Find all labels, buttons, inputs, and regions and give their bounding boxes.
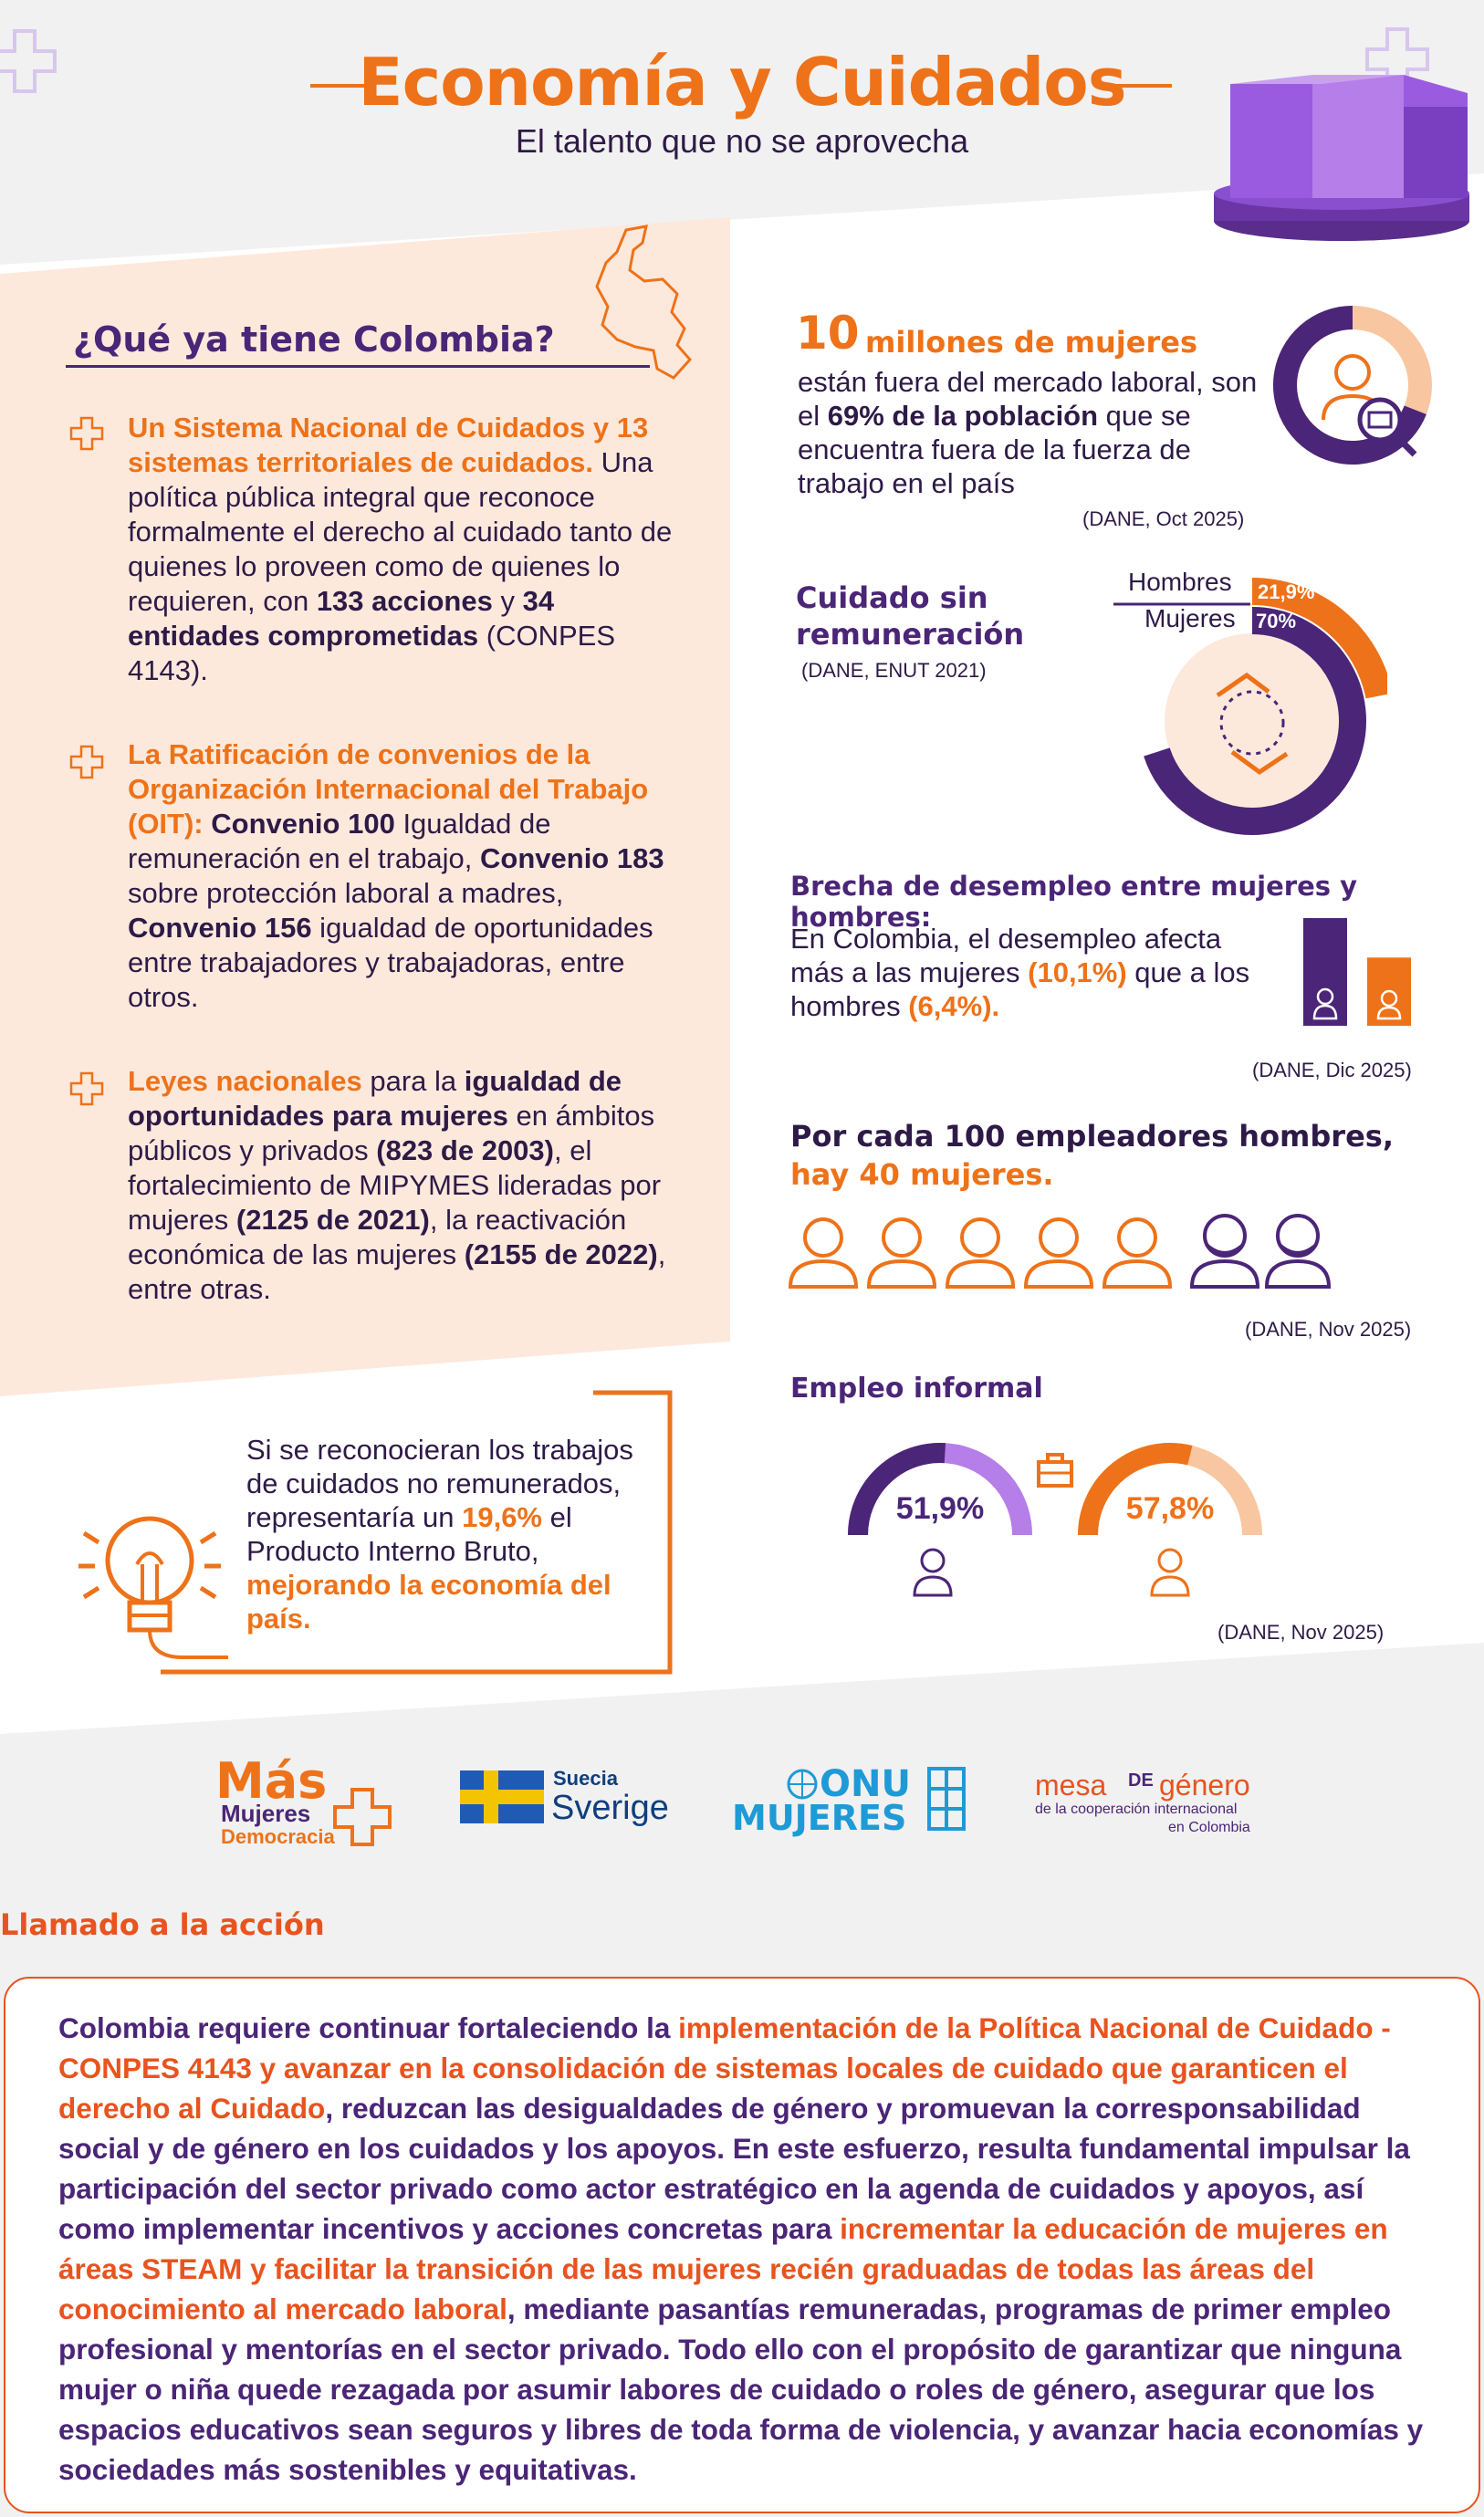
callout-frame bbox=[161, 1390, 673, 1675]
plus-bullet-icon bbox=[69, 416, 104, 451]
man-icon bbox=[1023, 1217, 1094, 1289]
unemployment-source: (DANE, Dic 2025) bbox=[1252, 1059, 1412, 1081]
page-subtitle: El talento que no se aprovecha bbox=[515, 122, 969, 160]
man-icon bbox=[866, 1217, 937, 1289]
plus-bullet-icon bbox=[69, 1071, 104, 1106]
woman-icon bbox=[1312, 987, 1338, 1020]
logo-mesa-sub2: en Colombia bbox=[1168, 1820, 1250, 1835]
man-icon bbox=[1150, 1548, 1190, 1597]
logo-mesa: mesa bbox=[1035, 1769, 1107, 1802]
informal-men-value: 57,8% bbox=[1126, 1491, 1214, 1526]
logo-suecia: Suecia bbox=[553, 1767, 618, 1790]
logo-sverige: Sverige bbox=[551, 1789, 669, 1827]
informal-heading: Empleo informal bbox=[790, 1373, 1043, 1405]
care-source: (DANE, ENUT 2021) bbox=[801, 659, 987, 682]
care-women-label: Mujeres bbox=[1144, 604, 1236, 632]
employers-source: (DANE, Nov 2025) bbox=[1245, 1318, 1412, 1341]
unemployment-text: En Colombia, el desempleo afecta más a l… bbox=[790, 923, 1250, 1022]
cta-box bbox=[4, 1977, 1480, 2513]
cta-heading: Llamado a la acción bbox=[0, 1907, 325, 1942]
woman-icon bbox=[913, 1548, 953, 1597]
pib-callout: Si se reconocieran los trabajos de cuida… bbox=[246, 1434, 633, 1634]
woman-icon bbox=[1264, 1214, 1332, 1289]
stat-label: millones de mujeres bbox=[865, 325, 1197, 360]
woman-icon bbox=[1189, 1214, 1260, 1289]
stat-number: 10 bbox=[796, 307, 860, 360]
un-women-symbol-icon bbox=[927, 1767, 966, 1831]
man-icon bbox=[788, 1217, 859, 1289]
logo-onu: ONU bbox=[820, 1763, 911, 1805]
man-icon bbox=[945, 1217, 1016, 1289]
care-heading-line2: remuneración bbox=[796, 617, 1025, 652]
title-right-line bbox=[1110, 84, 1172, 88]
logo-mujeres: Mujeres bbox=[221, 1800, 311, 1827]
logo-mujeres-onu: MUJERES bbox=[732, 1798, 907, 1838]
woman-briefcase-icon bbox=[1322, 354, 1417, 457]
title-left-line bbox=[310, 84, 372, 88]
bar-chart-decoration-icon bbox=[1214, 75, 1469, 241]
colombia-item-oit: La Ratificación de convenios de la Organ… bbox=[128, 738, 664, 1013]
care-men-value: 21,9% bbox=[1258, 580, 1314, 603]
briefcase-icon bbox=[1037, 1453, 1073, 1488]
unemployment-bars bbox=[1303, 918, 1411, 1026]
informal-women-value: 51,9% bbox=[896, 1491, 984, 1526]
women-unemployment-bar bbox=[1303, 918, 1347, 1026]
man-icon bbox=[1376, 989, 1402, 1020]
un-emblem-icon bbox=[787, 1769, 818, 1800]
employers-line1: Por cada 100 empleadores hombres, bbox=[790, 1119, 1394, 1154]
logo-mas: Más bbox=[215, 1752, 328, 1810]
man-icon bbox=[1102, 1217, 1173, 1289]
plus-logo-icon bbox=[333, 1788, 392, 1846]
colombia-heading: ¿Qué ya tiene Colombia? bbox=[73, 319, 555, 360]
logo-mesa-sub1: de la cooperación internacional bbox=[1035, 1802, 1238, 1817]
plus-outline-icon bbox=[0, 29, 57, 93]
sweden-flag-icon bbox=[460, 1770, 544, 1823]
care-men-label: Hombres bbox=[1128, 568, 1232, 596]
care-women-value: 70% bbox=[1256, 610, 1296, 632]
logo-genero: género bbox=[1159, 1769, 1250, 1802]
employers-line2: hay 40 mujeres. bbox=[790, 1157, 1054, 1192]
caring-hands-icon bbox=[1216, 672, 1289, 776]
women-share-donut bbox=[1273, 306, 1432, 465]
stat-description: están fuera del mercado laboral, son el … bbox=[798, 366, 1258, 499]
colombia-item-laws: Leyes nacionales para la igualdad de opo… bbox=[128, 1065, 666, 1305]
cta-text: Colombia requiere continuar fortaleciend… bbox=[58, 2011, 1424, 2486]
informal-gauges: 51,9% 57,8% bbox=[848, 1443, 1262, 1597]
care-heading-line1: Cuidado sin bbox=[796, 580, 988, 615]
logo-democracia: Democracia bbox=[221, 1825, 335, 1848]
colombia-item-care-system: Un Sistema Nacional de Cuidados y 13 sis… bbox=[128, 412, 673, 686]
unemployment-heading: Brecha de desempleo entre mujeres y homb… bbox=[790, 871, 1358, 933]
heading-underline bbox=[66, 365, 650, 368]
plus-bullet-icon bbox=[69, 745, 104, 779]
colombia-map-icon bbox=[595, 225, 693, 380]
care-gauge: 21,9% 70% bbox=[1113, 578, 1387, 835]
page-title: Economía y Cuidados bbox=[358, 44, 1126, 120]
employers-pictogram bbox=[788, 1214, 1332, 1289]
informal-source: (DANE, Nov 2025) bbox=[1218, 1621, 1385, 1644]
lightbulb-icon bbox=[78, 1516, 228, 1659]
logo-de: DE bbox=[1128, 1770, 1154, 1791]
stat-source: (DANE, Oct 2025) bbox=[1082, 507, 1245, 530]
